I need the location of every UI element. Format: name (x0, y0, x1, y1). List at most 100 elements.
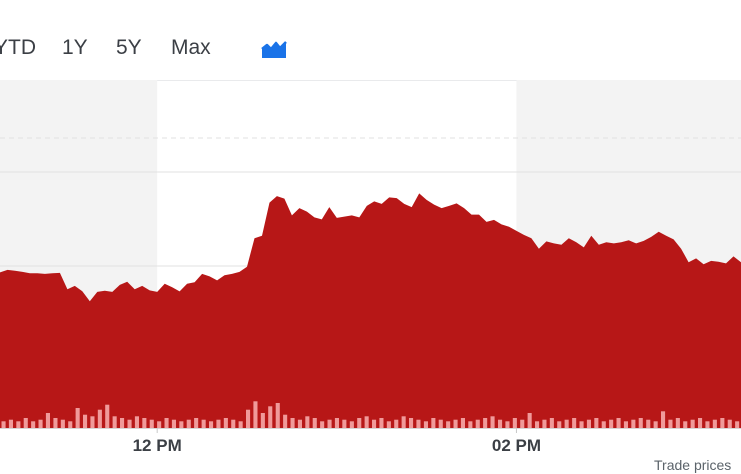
volume-bar (16, 421, 21, 428)
volume-bar (416, 419, 421, 428)
volume-bar (535, 421, 540, 428)
volume-bar (327, 419, 332, 428)
volume-bar (505, 421, 510, 428)
volume-bar (120, 418, 125, 428)
range-tab-max[interactable]: Max (171, 36, 211, 59)
volume-bar (342, 419, 347, 428)
volume-bar (23, 418, 28, 428)
volume-bar (675, 418, 680, 428)
x-axis-tick-label: 02 PM (491, 436, 542, 455)
volume-bar (268, 406, 273, 428)
volume-bar (127, 419, 132, 428)
volume-bar (401, 416, 406, 428)
volume-bar (349, 421, 354, 428)
price-chart[interactable] (0, 80, 741, 434)
volume-bar (423, 421, 428, 428)
mountain-chart-icon[interactable] (260, 40, 288, 65)
volume-bar (97, 409, 102, 428)
volume-bar (105, 404, 110, 428)
volume-bar (312, 418, 317, 428)
volume-bar (549, 418, 554, 428)
volume-bar (594, 418, 599, 428)
volume-bar (564, 419, 569, 428)
volume-bar (616, 418, 621, 428)
volume-bar (246, 409, 251, 428)
volume-bar (186, 419, 191, 428)
x-axis-tick-label: 12 PM (132, 436, 182, 455)
volume-bar (201, 419, 206, 428)
price-area (0, 193, 741, 428)
volume-bar (31, 421, 36, 428)
volume-bar (194, 418, 199, 428)
volume-bar (475, 419, 480, 428)
volume-bar (727, 419, 732, 428)
volume-bar (364, 416, 369, 428)
volume-bar (171, 419, 176, 428)
volume-bar (134, 416, 139, 428)
volume-bar (320, 421, 325, 428)
volume-bar (631, 419, 636, 428)
volume-bar (216, 419, 221, 428)
volume-bar (231, 419, 236, 428)
volume-bar (698, 418, 703, 428)
volume-bar (90, 416, 95, 428)
volume-bar (557, 421, 562, 428)
range-tab-ytd[interactable]: YTD (0, 36, 36, 59)
volume-bar (305, 416, 310, 428)
volume-bar (75, 408, 80, 428)
volume-bar (357, 418, 362, 428)
volume-bar (275, 403, 280, 428)
volume-bar (609, 419, 614, 428)
price-area-layer (0, 193, 741, 428)
volume-bar (149, 419, 154, 428)
volume-bar (260, 413, 265, 428)
volume-bar (483, 418, 488, 428)
volume-bar (460, 418, 465, 428)
volume-bar (490, 416, 495, 428)
volume-bar (253, 401, 258, 428)
volume-bar (379, 418, 384, 428)
volume-bar (297, 419, 302, 428)
volume-bar (334, 418, 339, 428)
volume-bar (438, 419, 443, 428)
volume-bar (112, 416, 117, 428)
volume-bar (623, 421, 628, 428)
volume-bar (512, 418, 517, 428)
volume-bar (238, 421, 243, 428)
volume-bar (572, 418, 577, 428)
volume-bar (8, 419, 13, 428)
volume-bar (690, 419, 695, 428)
volume-bar (83, 414, 88, 428)
volume-bar (520, 419, 525, 428)
volume-bar (1, 421, 6, 428)
volume-bar (386, 421, 391, 428)
volume-bar (527, 413, 532, 428)
volume-bar (668, 419, 673, 428)
range-tab-5y[interactable]: 5Y (116, 36, 142, 59)
volume-bar (653, 421, 658, 428)
trade-prices-note: Trade prices (654, 457, 732, 473)
volume-bar (638, 418, 643, 428)
volume-bar (142, 418, 147, 428)
volume-bar (720, 418, 725, 428)
volume-bar (498, 419, 503, 428)
volume-bars (0, 401, 741, 433)
volume-bar (431, 418, 436, 428)
volume-bar (164, 418, 169, 428)
volume-bar (409, 418, 414, 428)
volume-bar (179, 421, 184, 428)
volume-bar (683, 421, 688, 428)
volume-bar (223, 418, 228, 428)
volume-bar (453, 419, 458, 428)
volume-bar (542, 419, 547, 428)
volume-bar (45, 413, 50, 428)
volume-bar (586, 419, 591, 428)
volume-bar (661, 411, 666, 428)
volume-bar (735, 421, 740, 428)
volume-bar (705, 421, 710, 428)
range-selector-bar: YTD 1Y 5Y Max (0, 0, 741, 81)
volume-bar (283, 414, 288, 428)
volume-bar (468, 421, 473, 428)
range-tab-1y[interactable]: 1Y (62, 36, 88, 59)
volume-bar (712, 419, 717, 428)
